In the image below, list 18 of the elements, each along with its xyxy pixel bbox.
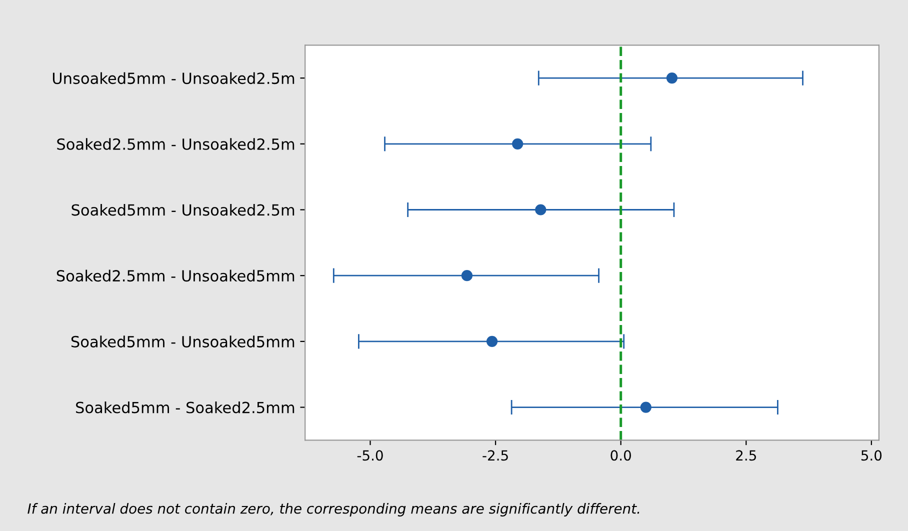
y-tick-label: Soaked5mm - Soaked2.5mm [76,401,294,414]
y-tick-label: Unsoaked5mm - Unsoaked2.5m [52,72,294,84]
text: If an interval does not contain zero, the corresponding means are significantly different. [28,503,640,516]
y-tick-label: Soaked5mm - Unsoaked2.5m [72,204,294,216]
x-tick-label: 5.0 [861,450,882,461]
point [486,336,498,347]
point [535,204,546,216]
y-tick-label: Soaked2.5mm - Unsoaked2.5m [57,138,294,150]
y-tick-label: Soaked5mm - Unsoaked5mm [71,336,294,348]
y-tick-label: Soaked2.5mm - Unsoaked5mm [56,270,294,282]
point [666,72,678,84]
point [640,402,652,413]
x-tick-label: -2.5 [482,450,508,461]
point [461,270,473,282]
point [512,138,524,150]
x-tick-label: 0.0 [610,450,631,461]
x-tick-label: -5.0 [357,450,383,461]
x-tick-label: 2.5 [736,450,756,461]
